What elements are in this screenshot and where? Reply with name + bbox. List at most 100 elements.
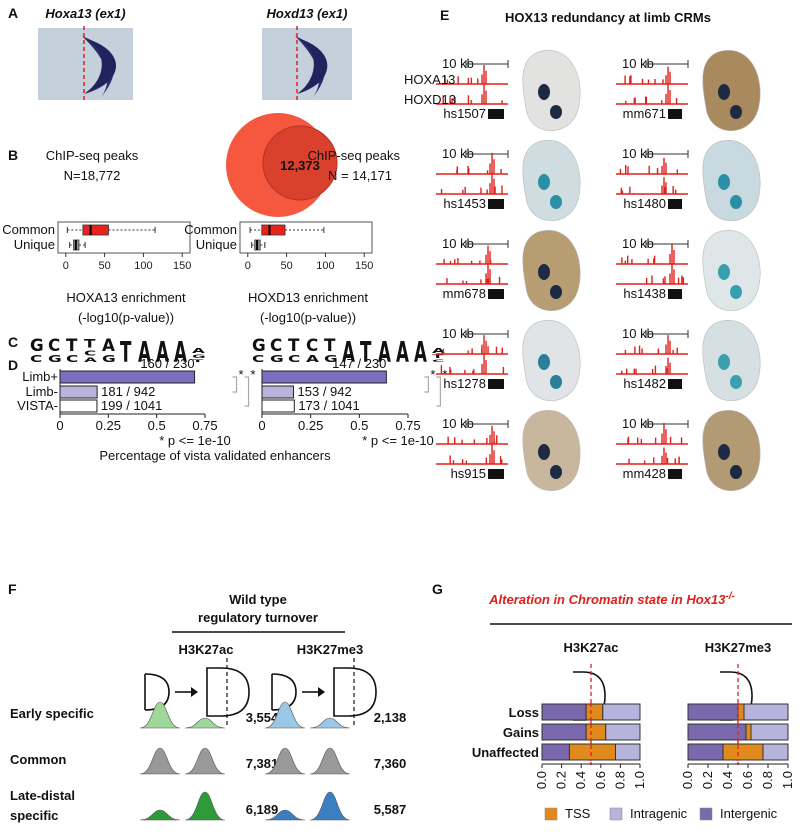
legend-label: Intergenic <box>720 806 778 821</box>
y-tick-label: Common <box>2 222 55 237</box>
title-part: Hox13 <box>686 592 726 607</box>
value-label: 199 / 1041 <box>101 398 162 413</box>
box <box>82 224 109 236</box>
count: 5,587 <box>374 802 407 817</box>
legend-label: Intragenic <box>630 806 688 821</box>
x-tick-label: 0.25 <box>96 418 121 433</box>
axis-title: HOXD13 enrichment <box>248 290 368 305</box>
embryo <box>702 410 761 492</box>
element-box <box>488 199 504 209</box>
x-tick-label: 150 <box>173 260 191 272</box>
bar-segment <box>737 703 745 721</box>
bar-segment <box>762 743 789 761</box>
limb-stain <box>550 285 562 299</box>
embryo <box>522 320 581 402</box>
category-label: Gains <box>503 725 539 740</box>
element-label: hs1438 <box>623 286 666 301</box>
embryo <box>702 50 761 132</box>
in-situ-image <box>38 28 133 100</box>
scale-bar <box>465 150 509 158</box>
x-tick-label: 0.0 <box>680 771 695 789</box>
value-label: 160 / 230 <box>140 356 194 371</box>
embryo <box>522 140 581 222</box>
chip-track <box>616 157 688 175</box>
overlap-count: 12,373 <box>280 158 320 173</box>
bar-segment <box>750 723 789 741</box>
bar-segment <box>585 703 604 721</box>
significance-bracket <box>436 376 441 407</box>
logo-letter: G <box>252 336 266 355</box>
logo-letter: A <box>432 347 445 355</box>
element-label: mm678 <box>443 286 486 301</box>
element-box <box>668 289 682 299</box>
annotation: * p <= 1e-10 <box>362 433 434 448</box>
title-part: Alteration in Chromatin state in <box>488 592 686 607</box>
x-tick-label: 0.6 <box>593 771 608 789</box>
x-tick-label: 50 <box>280 260 292 272</box>
value-label: 153 / 942 <box>298 384 352 399</box>
x-tick-label: 0.0 <box>534 771 549 789</box>
annotation: * p <= 1e-10 <box>159 433 231 448</box>
logo-letter: T <box>84 338 96 351</box>
logo-letter: T <box>120 335 131 369</box>
chip-track <box>616 66 688 85</box>
limb-stain <box>730 465 742 479</box>
logo-letter: A <box>378 335 391 369</box>
track-name: HOXA13 <box>404 72 455 87</box>
scale-bar <box>465 60 509 68</box>
peak <box>139 701 181 729</box>
embryo <box>702 230 761 312</box>
significance-mark: * <box>251 367 256 382</box>
peak <box>184 747 226 775</box>
x-tick-label: 0 <box>245 260 251 272</box>
logo-letter: G <box>270 353 284 364</box>
significance-bracket <box>244 376 250 407</box>
value-label: 173 / 1041 <box>298 398 359 413</box>
bar <box>59 399 98 413</box>
logo-letter: T <box>432 354 444 359</box>
panel-title: Alteration in Chromatin state in Hox13-/… <box>488 591 735 608</box>
scale-bar <box>465 330 509 338</box>
row-label: Common <box>10 752 66 767</box>
category-label: Limb+ <box>22 369 58 384</box>
x-tick-label: 0.5 <box>148 418 166 433</box>
panel-title: HOX13 redundancy at limb CRMs <box>505 10 711 25</box>
chip-track <box>436 172 508 195</box>
chip-track <box>616 357 688 375</box>
box <box>261 224 286 236</box>
x-tick-label: 150 <box>355 260 373 272</box>
chip-track <box>616 423 688 445</box>
significance-mark: * <box>239 367 244 382</box>
mark-label: H3K27ac <box>179 642 234 657</box>
panel-label: A <box>8 5 18 21</box>
x-tick-label: 0.2 <box>700 771 715 789</box>
bar <box>261 399 295 413</box>
chip-track <box>436 262 508 285</box>
limb-stain <box>550 195 562 209</box>
category-label: Unaffected <box>472 745 539 760</box>
x-tick-label: 0.5 <box>350 418 368 433</box>
logo-letter: T <box>324 336 336 355</box>
bar-segment <box>743 703 789 721</box>
embryo <box>702 140 761 222</box>
scale-bar <box>645 60 689 68</box>
axis-title: (-log10(p-value)) <box>78 310 174 325</box>
logo-letter: A <box>342 335 355 369</box>
logo-letter: C <box>48 336 60 355</box>
chip-track <box>436 335 508 355</box>
venn-label: N=18,772 <box>64 168 121 183</box>
panel-title: regulatory turnover <box>198 610 318 625</box>
limb-stain <box>538 84 550 100</box>
panel-title: Hoxa13 (ex1) <box>45 6 125 21</box>
track-name: HOXD13 <box>404 92 456 107</box>
bar-segment <box>722 743 764 761</box>
arrowhead <box>318 687 325 697</box>
element-label: hs1480 <box>623 196 666 211</box>
mark-label: H3K27me3 <box>297 642 364 657</box>
plot-frame <box>57 221 191 254</box>
x-tick-label: 0.2 <box>554 771 569 789</box>
element-box <box>488 469 504 479</box>
element-box <box>488 289 504 299</box>
bar-segment <box>687 703 739 721</box>
